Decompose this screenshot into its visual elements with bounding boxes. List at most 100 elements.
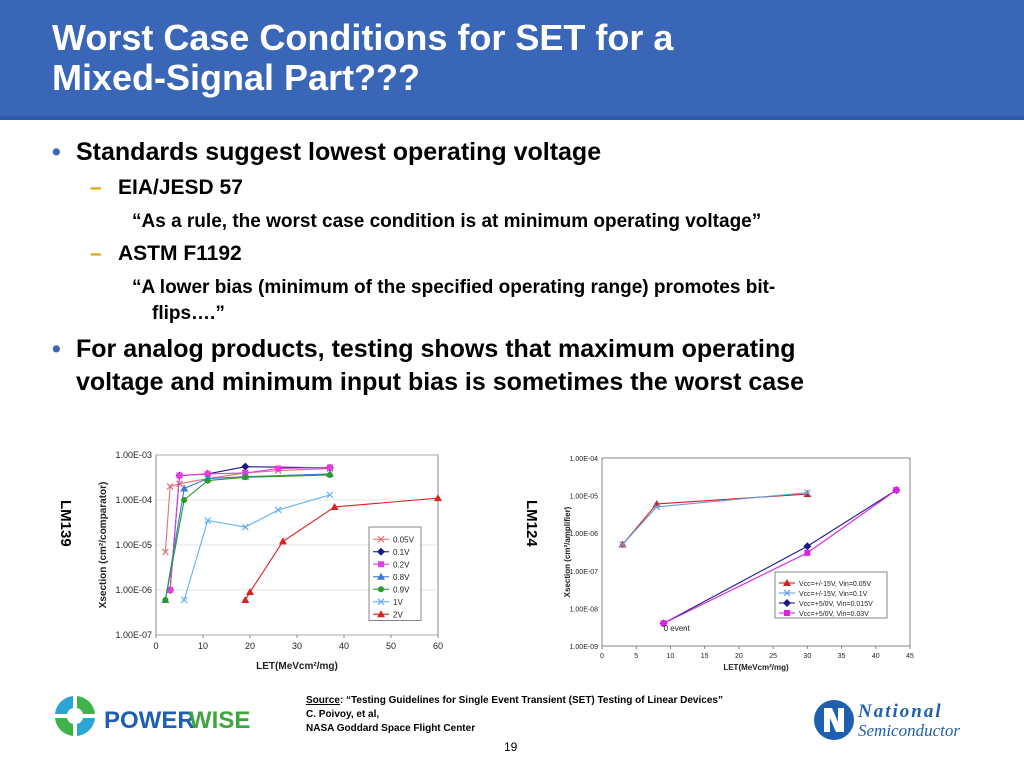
y-tick-label: 1.00E-07: [570, 569, 599, 576]
x-tick-label: 10: [198, 641, 208, 651]
x-tick-label: 45: [906, 653, 914, 660]
x-axis-label: LET(MeVcm²/mg): [256, 661, 338, 672]
sub-bullet-astm: – ASTM F1192: [52, 239, 1012, 269]
y-tick-label: 1.00E-05: [115, 540, 152, 550]
series-vcc-5-0v-vin-0-03v: [660, 487, 900, 627]
square-marker: [804, 549, 811, 556]
source-title: : “Testing Guidelines for Single Event T…: [339, 695, 723, 706]
y-tick-label: 1.00E-03: [115, 450, 152, 460]
circle-marker: [378, 586, 384, 593]
svg-text:National: National: [857, 701, 943, 722]
powerwise-logo-icon: POWER WISE: [55, 696, 250, 736]
x-tick-label: 40: [339, 641, 349, 651]
bullet-text: Standards suggest lowest operating volta…: [76, 138, 602, 166]
legend-item: Vcc=+/-15V, Vin=0.05V: [779, 579, 872, 588]
legend-box: [774, 571, 888, 619]
legend-box: [368, 526, 422, 621]
bullet-text: voltage and minimum input bias is someti…: [76, 368, 804, 396]
chart-label-lm124: LM124: [523, 500, 540, 547]
triangle-marker: [783, 579, 791, 586]
triangle-marker: [377, 572, 385, 580]
circle-marker: [162, 596, 169, 603]
legend: Vcc=+/-15V, Vin=0.05V Vcc=+/-15V, Vin=0.1…: [774, 571, 888, 619]
x-marker: [803, 489, 811, 497]
legend-label: 1V: [393, 598, 403, 607]
square-marker: [326, 464, 333, 471]
slide-title: Worst Case Conditions for SET for a Mixe…: [52, 18, 952, 98]
x-tick-label: 0: [153, 641, 158, 651]
square-marker: [275, 465, 282, 472]
legend-item: Vcc=+/-15V, Vin=0.1V: [779, 589, 868, 598]
diamond-marker: [241, 462, 250, 471]
square-marker: [204, 470, 211, 477]
triangle-marker: [241, 595, 250, 603]
circle-marker: [204, 477, 211, 484]
x-marker: [377, 598, 385, 606]
square-marker: [784, 610, 790, 616]
svg-text:POWER: POWER: [104, 707, 195, 734]
bullet-text: For analog products, testing shows that …: [76, 335, 796, 363]
legend: 0.05V 0.1V 0.2V 0.8V 0.9V 1V 2V: [368, 526, 422, 621]
x-marker: [274, 506, 282, 514]
square-marker: [893, 487, 900, 494]
dash-icon: –: [90, 242, 102, 265]
sub-bullet-jesd: – EIA/JESD 57: [52, 173, 1012, 203]
y-tick-label: 1.00E-06: [570, 531, 599, 538]
triangle-marker: [434, 494, 442, 502]
x-marker: [619, 541, 626, 548]
x-marker: [653, 503, 661, 511]
triangle-marker: [180, 484, 189, 492]
diamond-marker: [377, 547, 385, 556]
dash-icon: –: [90, 176, 102, 199]
x-tick-label: 60: [433, 641, 443, 651]
x-marker: [241, 523, 249, 531]
x-tick-label: 25: [769, 653, 777, 660]
bullet-dot-icon: •: [52, 335, 61, 363]
square-marker: [378, 561, 384, 568]
y-tick-label: 1.00E-09: [570, 644, 599, 651]
x-tick-label: 30: [292, 641, 302, 651]
legend-label: Vcc=+5/0V, Vin=0.015V: [799, 601, 873, 608]
sub-bullet-text: ASTM F1192: [118, 242, 242, 265]
diamond-marker: [783, 599, 791, 607]
annotation-label: 0 event: [664, 624, 691, 633]
legend-label: Vcc=+/-15V, Vin=0.05V: [799, 581, 872, 588]
x-tick-label: 15: [701, 653, 709, 660]
bullet-analog: • For analog products, testing shows that…: [52, 333, 1012, 399]
square-marker: [167, 587, 174, 593]
svg-text:Semiconductor: Semiconductor: [858, 721, 960, 740]
y-tick-label: 1.00E-06: [115, 585, 152, 595]
legend-item: 2V: [373, 610, 403, 619]
x-marker: [326, 491, 334, 499]
x-tick-label: 40: [872, 653, 880, 660]
quote-astm: “A lower bias (minimum of the specified …: [52, 275, 1012, 327]
legend-item: Vcc=+5/0V, Vin=0.03V: [779, 610, 869, 618]
y-tick-label: 1.00E-05: [570, 494, 599, 501]
x-tick-label: 20: [245, 641, 255, 651]
diamond-marker: [803, 542, 812, 551]
series-1v: [180, 491, 334, 604]
bullet-list: • Standards suggest lowest operating volt…: [52, 136, 1012, 399]
source-citation: Source: “Testing Guidelines for Single E…: [306, 694, 723, 736]
legend-item: 1V: [373, 598, 403, 607]
triangle-marker: [246, 588, 254, 596]
series-2v: [241, 494, 442, 603]
square-marker: [176, 472, 183, 479]
triangle-marker: [330, 502, 339, 510]
legend-label: 0.1V: [393, 548, 410, 557]
triangle-marker: [377, 610, 385, 618]
chart-lm139: 1.00E-07 1.00E-06 1.00E-05 1.00E-04 1.00E-03…: [94, 447, 450, 673]
legend-label: 0.8V: [393, 573, 410, 582]
square-marker: [660, 620, 667, 627]
chart-label-lm139: LM139: [57, 500, 74, 547]
svg-text:WISE: WISE: [189, 707, 250, 734]
y-tick-label: 1.00E-08: [570, 606, 599, 613]
x-marker: [377, 535, 385, 543]
x-tick-label: 30: [803, 653, 811, 660]
legend-label: Vcc=+5/0V, Vin=0.03V: [799, 611, 869, 618]
circle-marker: [181, 497, 188, 503]
x-marker: [176, 480, 183, 488]
slide-title-line2: Mixed-Signal Part???: [52, 57, 421, 98]
quote-jesd: “As a rule, the worst case condition is …: [132, 211, 762, 232]
x-tick-label: 20: [735, 653, 743, 660]
